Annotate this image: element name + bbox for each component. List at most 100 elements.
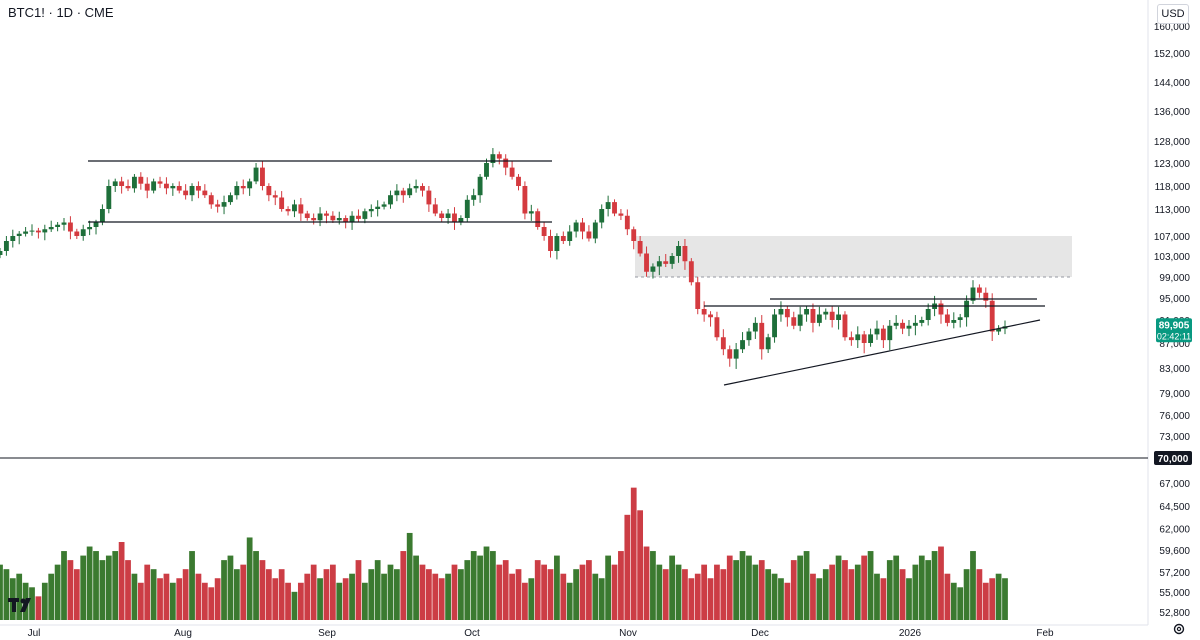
volume-bar [810, 573, 816, 620]
candle [861, 330, 867, 354]
volume-bar [368, 569, 375, 620]
volume-bar [221, 560, 227, 620]
candle [48, 220, 54, 232]
candle [983, 287, 989, 308]
gear-icon[interactable] [1172, 622, 1186, 636]
candle [964, 295, 970, 327]
volume-bar [291, 591, 298, 620]
time-tick-label: Dec [751, 628, 769, 639]
volume-bar [323, 569, 330, 620]
time-axis[interactable]: Jul Aug Sep Oct Nov Dec 2026 Feb [28, 628, 1054, 639]
symbol-title[interactable]: BTC1! · 1D · CME [8, 5, 114, 20]
ascending-trendline[interactable] [723, 319, 1041, 386]
horizontal-level-70000[interactable]: 70,000 [0, 451, 1192, 465]
price-axis[interactable]: 160,000 152,000 144,000 136,000 128,000 123,0… [1154, 22, 1191, 619]
volume-bar [624, 514, 631, 620]
candle [452, 207, 457, 230]
volume-bar [989, 578, 996, 620]
volume-bar [912, 564, 919, 620]
volume-bar [931, 551, 938, 620]
volume-bar [765, 569, 772, 620]
candle [413, 179, 419, 193]
candle [23, 227, 29, 237]
candle [0, 248, 3, 259]
volume-bar [285, 582, 291, 620]
candle [490, 148, 496, 168]
tradingview-logo-icon[interactable] [8, 596, 38, 614]
candle [592, 219, 598, 244]
candle [816, 306, 822, 327]
candle [567, 225, 573, 246]
volume-bar [746, 555, 752, 620]
volume-bar [502, 560, 509, 620]
price-tick-label: 95,000 [1159, 294, 1190, 305]
time-tick-label: Jul [28, 628, 41, 639]
volume-bar [566, 582, 573, 620]
candle [208, 192, 214, 209]
candle [394, 184, 400, 202]
volume-bar [970, 551, 976, 620]
volume-bar [208, 587, 215, 620]
candle [400, 187, 406, 203]
candle [170, 183, 176, 196]
volume-bar [182, 569, 189, 620]
candle [740, 332, 745, 353]
candles [0, 148, 1008, 369]
volume-bar [361, 582, 368, 620]
currency-button[interactable]: USD [1157, 4, 1189, 24]
price-tick-label: 99,000 [1159, 273, 1190, 284]
volume-bar [112, 551, 119, 620]
price-tick-label: 144,000 [1154, 78, 1191, 89]
candle [522, 181, 528, 220]
volume-bar [758, 560, 765, 620]
volume-bar [86, 546, 93, 620]
candle [356, 209, 361, 222]
candle [304, 210, 310, 221]
trend-lines[interactable] [88, 160, 1045, 386]
candle [708, 311, 713, 327]
volume-bar [41, 582, 48, 620]
candle [80, 224, 86, 241]
candle [10, 229, 16, 248]
symbol-interval: 1D [56, 5, 74, 20]
candle [106, 179, 112, 214]
candle [420, 183, 425, 197]
candle [925, 303, 931, 326]
candle [848, 331, 854, 346]
volume-bar [656, 564, 663, 620]
volume-bar [605, 555, 612, 620]
candle [324, 210, 329, 224]
candle [548, 229, 553, 258]
candle [157, 176, 163, 189]
candle [541, 222, 547, 241]
volume-bar [470, 551, 477, 620]
candle [778, 301, 784, 322]
candle [605, 195, 611, 217]
candle [528, 204, 534, 221]
currency-label: USD [1161, 8, 1185, 20]
volume-bar [547, 569, 554, 620]
volume-bar [842, 560, 848, 620]
volume-bar [310, 564, 317, 620]
volume-bar [880, 578, 887, 620]
volume-bar [733, 560, 740, 620]
volume-bar [297, 582, 304, 620]
candle [484, 158, 489, 180]
candle [970, 280, 976, 305]
volume-bar [598, 578, 605, 620]
resistance-zone [635, 236, 1072, 278]
volume-bar [393, 569, 400, 620]
candle [586, 225, 592, 242]
candle [880, 325, 886, 348]
volume-bar [3, 569, 10, 620]
volume-bar [438, 578, 445, 620]
candle [240, 179, 246, 195]
volume-bar [726, 555, 733, 620]
volume-bar [214, 578, 221, 620]
candle [791, 311, 797, 330]
candle [311, 213, 317, 225]
candle [3, 236, 9, 256]
volume-bar [137, 582, 144, 620]
